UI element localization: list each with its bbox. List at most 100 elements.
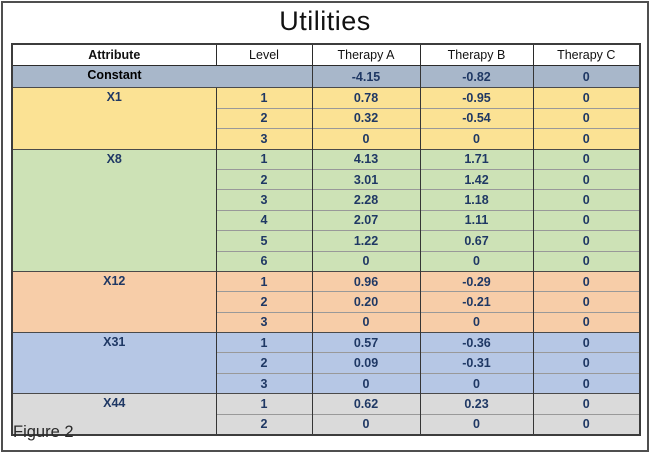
table-row: 2 0.20 -0.21 0: [12, 291, 640, 313]
value-cell-therapy-c: 0: [532, 291, 640, 313]
attribute-cell: X31: [12, 332, 216, 394]
value-cell-therapy-a: 0: [311, 250, 420, 272]
level-cell: 1: [215, 270, 312, 292]
value-cell-therapy-a: 0.57: [311, 332, 420, 353]
value-cell-therapy-b: 1.18: [419, 189, 533, 211]
value-cell-therapy-a: -4.15: [311, 64, 420, 88]
value-cell-therapy-c: 0: [532, 107, 640, 129]
utilities-table: Attribute Level Therapy A Therapy B Ther…: [11, 43, 641, 437]
attribute-cell: X1: [12, 87, 216, 150]
attribute-cell: Constant: [12, 64, 216, 88]
table-row: 4 2.07 1.11 0: [12, 209, 640, 231]
value-cell-therapy-b: 0.67: [419, 230, 533, 252]
attribute-cell: X8: [12, 148, 216, 272]
value-cell-therapy-c: 0: [532, 189, 640, 211]
value-cell-therapy-a: 2.07: [311, 209, 420, 231]
level-cell: 1: [215, 148, 312, 170]
level-cell: 2: [215, 168, 312, 190]
value-cell-therapy-a: 3.01: [311, 168, 420, 190]
value-cell-therapy-c: 0: [532, 372, 640, 394]
table-row: X8 1 4.13 1.71 0: [12, 148, 640, 272]
level-cell: 2: [215, 107, 312, 129]
value-cell-therapy-a: 0: [311, 128, 420, 150]
header-therapy-b: Therapy B: [419, 43, 534, 66]
table-row: 2 3.01 1.42 0: [12, 168, 640, 190]
value-cell-therapy-b: 0.23: [419, 393, 533, 415]
level-cell: 2: [215, 291, 312, 313]
value-cell-therapy-b: -0.54: [419, 107, 533, 129]
header-therapy-a: Therapy A: [311, 43, 421, 66]
header-row: Attribute Level Therapy A Therapy B Ther…: [11, 43, 641, 66]
value-cell-therapy-a: 0.32: [311, 107, 420, 129]
level-cell: 4: [215, 209, 312, 231]
value-cell-therapy-c: 0: [532, 352, 640, 374]
value-cell-therapy-a: 0.20: [311, 291, 420, 313]
table-row: X1 1 0.78 -0.95 0: [12, 87, 640, 150]
value-cell-therapy-b: 0: [419, 372, 533, 394]
value-cell-therapy-c: 0: [532, 230, 640, 252]
value-cell-therapy-a: 4.13: [311, 148, 420, 170]
value-cell-therapy-c: 0: [532, 148, 640, 170]
header-attribute: Attribute: [11, 43, 217, 66]
table-row: 3 2.28 1.18 0: [12, 189, 640, 211]
level-cell: [216, 64, 312, 88]
value-cell-therapy-b: -0.31: [419, 352, 533, 374]
value-cell-therapy-b: -0.82: [419, 64, 533, 88]
header-therapy-c: Therapy C: [532, 43, 641, 66]
table-row: 5 1.22 0.67 0: [12, 230, 640, 252]
level-cell: 3: [215, 372, 312, 394]
figure-title: Utilities: [279, 6, 371, 36]
value-cell-therapy-c: 0: [532, 332, 640, 353]
value-cell-therapy-b: 1.42: [419, 168, 533, 190]
attribute-cell: X12: [12, 270, 216, 333]
value-cell-therapy-c: 0: [532, 64, 640, 88]
table-row: X12 1 0.96 -0.29 0: [12, 270, 640, 333]
value-cell-therapy-b: 0: [419, 311, 533, 333]
value-cell-therapy-b: -0.21: [419, 291, 533, 313]
value-cell-therapy-b: 0: [419, 413, 533, 436]
value-cell-therapy-a: 0.62: [311, 393, 420, 415]
level-cell: 1: [215, 87, 312, 109]
level-cell: 5: [215, 230, 312, 252]
value-cell-therapy-b: -0.36: [419, 332, 533, 353]
level-cell: 3: [215, 128, 312, 150]
attribute-cell: X44: [12, 393, 216, 436]
value-cell-therapy-c: 0: [532, 311, 640, 333]
level-cell: 2: [215, 352, 312, 374]
value-cell-therapy-c: 0: [532, 128, 640, 150]
value-cell-therapy-c: 0: [532, 413, 640, 436]
level-cell: 3: [215, 189, 312, 211]
value-cell-therapy-c: 0: [532, 250, 640, 272]
table-row: X44 1 0.62 0.23 0: [12, 393, 640, 436]
table-row: 2 0.32 -0.54 0: [12, 107, 640, 129]
value-cell-therapy-a: 0: [311, 372, 420, 394]
figure-caption: Figure 2: [13, 423, 74, 441]
value-cell-therapy-c: 0: [532, 209, 640, 231]
value-cell-therapy-a: 2.28: [311, 189, 420, 211]
value-cell-therapy-b: 0: [419, 128, 533, 150]
value-cell-therapy-c: 0: [532, 393, 640, 415]
table-row: 2 0.09 -0.31 0: [12, 352, 640, 374]
value-cell-therapy-b: 1.71: [419, 148, 533, 170]
value-cell-therapy-b: 1.11: [419, 209, 533, 231]
value-cell-therapy-a: 0.96: [311, 270, 420, 292]
value-cell-therapy-a: 0: [311, 311, 420, 333]
value-cell-therapy-a: 0.09: [311, 352, 420, 374]
value-cell-therapy-b: -0.95: [419, 87, 533, 109]
level-cell: 6: [215, 250, 312, 272]
level-cell: 2: [215, 413, 312, 436]
level-cell: 3: [215, 311, 312, 333]
value-cell-therapy-c: 0: [532, 87, 640, 109]
value-cell-therapy-c: 0: [532, 168, 640, 190]
table-row: Constant -4.15 -0.82 0: [12, 64, 640, 88]
table-row: X31 1 0.57 -0.36 0: [12, 332, 640, 394]
header-level: Level: [215, 43, 313, 66]
value-cell-therapy-b: -0.29: [419, 270, 533, 292]
level-cell: 1: [215, 332, 312, 353]
value-cell-therapy-b: 0: [419, 250, 533, 272]
